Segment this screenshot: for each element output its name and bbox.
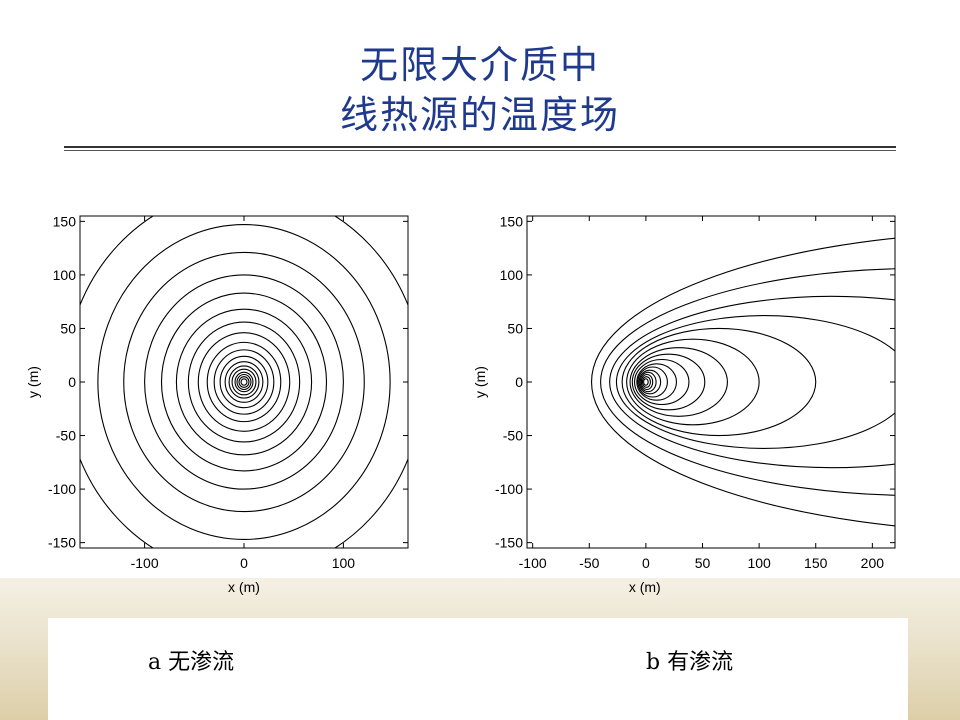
x-tick-label: -100 bbox=[519, 555, 547, 571]
y-tick-label: 150 bbox=[53, 213, 77, 229]
plot-frame bbox=[79, 215, 409, 549]
chart-b: -100 -50 0 50 100 150 200 150 100 50 0 -50 -100 -150 x… bbox=[472, 213, 896, 595]
contour-line bbox=[206, 341, 282, 423]
y-tick-label: -100 bbox=[495, 481, 523, 497]
contour-line bbox=[600, 268, 895, 496]
contour-line bbox=[238, 376, 250, 388]
contour-line bbox=[638, 369, 662, 395]
x-tick-label: 50 bbox=[695, 555, 711, 571]
x-tick-label: 100 bbox=[332, 555, 356, 571]
plot-frame bbox=[526, 215, 896, 549]
x-axis-label: x (m) bbox=[629, 579, 661, 595]
y-axis-label: y (m) bbox=[25, 366, 41, 398]
title-divider-thin bbox=[64, 150, 896, 151]
slide-title-line2: 线热源的温度场 bbox=[339, 93, 620, 137]
contour-line bbox=[639, 371, 657, 393]
x-axis-label: x (m) bbox=[228, 579, 260, 595]
contour-line bbox=[609, 295, 895, 469]
contour-line bbox=[636, 363, 678, 401]
x-tick-label: 0 bbox=[642, 555, 650, 571]
contour-line bbox=[615, 315, 895, 449]
contour-line bbox=[643, 378, 649, 386]
y-tick-label: -50 bbox=[503, 428, 523, 444]
contour-line bbox=[187, 321, 301, 443]
contour-lines bbox=[591, 237, 895, 527]
contour-line bbox=[97, 224, 391, 540]
footer-panel bbox=[48, 618, 908, 720]
y-tick-label: 0 bbox=[68, 374, 76, 390]
contour-line bbox=[634, 358, 690, 406]
contour-line bbox=[240, 378, 248, 386]
contour-line bbox=[197, 332, 291, 432]
y-tick-label: 0 bbox=[515, 374, 523, 390]
x-tick-label: 200 bbox=[861, 555, 885, 571]
contour-line bbox=[175, 308, 313, 456]
y-tick-label: -150 bbox=[495, 535, 523, 551]
slide-title-line1: 无限大介质中 bbox=[359, 43, 600, 87]
contour-line bbox=[591, 237, 895, 527]
contour-line bbox=[228, 365, 260, 399]
x-tick-label: 150 bbox=[804, 555, 828, 571]
contour-line bbox=[123, 251, 365, 513]
x-tick-label: -50 bbox=[579, 555, 599, 571]
contour-line bbox=[637, 366, 668, 398]
y-tick-label: 150 bbox=[500, 213, 524, 229]
contour-line bbox=[224, 361, 264, 403]
contour-line bbox=[234, 371, 254, 393]
contour-line bbox=[621, 327, 817, 437]
x-tick-label: -100 bbox=[131, 555, 159, 571]
contour-line bbox=[641, 376, 651, 388]
y-tick-label: 50 bbox=[507, 320, 523, 336]
y-tick-label: -100 bbox=[48, 481, 76, 497]
contour-line bbox=[631, 353, 706, 411]
contour-line bbox=[80, 216, 408, 548]
contour-line bbox=[640, 373, 654, 391]
y-tick-label: 100 bbox=[53, 267, 77, 283]
caption-b: b 有渗流 bbox=[646, 650, 734, 675]
y-tick-label: 50 bbox=[60, 320, 76, 336]
caption-a: a 无渗流 bbox=[148, 650, 235, 675]
x-tick-label: 0 bbox=[240, 555, 248, 571]
contour-line bbox=[160, 292, 328, 472]
y-tick-label: 100 bbox=[500, 267, 524, 283]
contour-lines bbox=[80, 216, 408, 548]
contour-line bbox=[231, 368, 257, 396]
contour-line bbox=[219, 355, 269, 409]
chart-a: -100 0 100 150 100 50 0 -50 -100 -150 x (m) y (m) bbox=[25, 213, 409, 595]
y-tick-label: -150 bbox=[48, 535, 76, 551]
y-tick-label: -50 bbox=[56, 428, 76, 444]
contour-line bbox=[626, 338, 760, 426]
contour-line bbox=[213, 349, 275, 415]
contour-line bbox=[236, 373, 252, 391]
title-divider bbox=[64, 146, 896, 148]
y-axis-label: y (m) bbox=[472, 366, 488, 398]
contour-line bbox=[144, 274, 344, 490]
x-tick-label: 100 bbox=[747, 555, 771, 571]
contour-line bbox=[629, 347, 728, 417]
